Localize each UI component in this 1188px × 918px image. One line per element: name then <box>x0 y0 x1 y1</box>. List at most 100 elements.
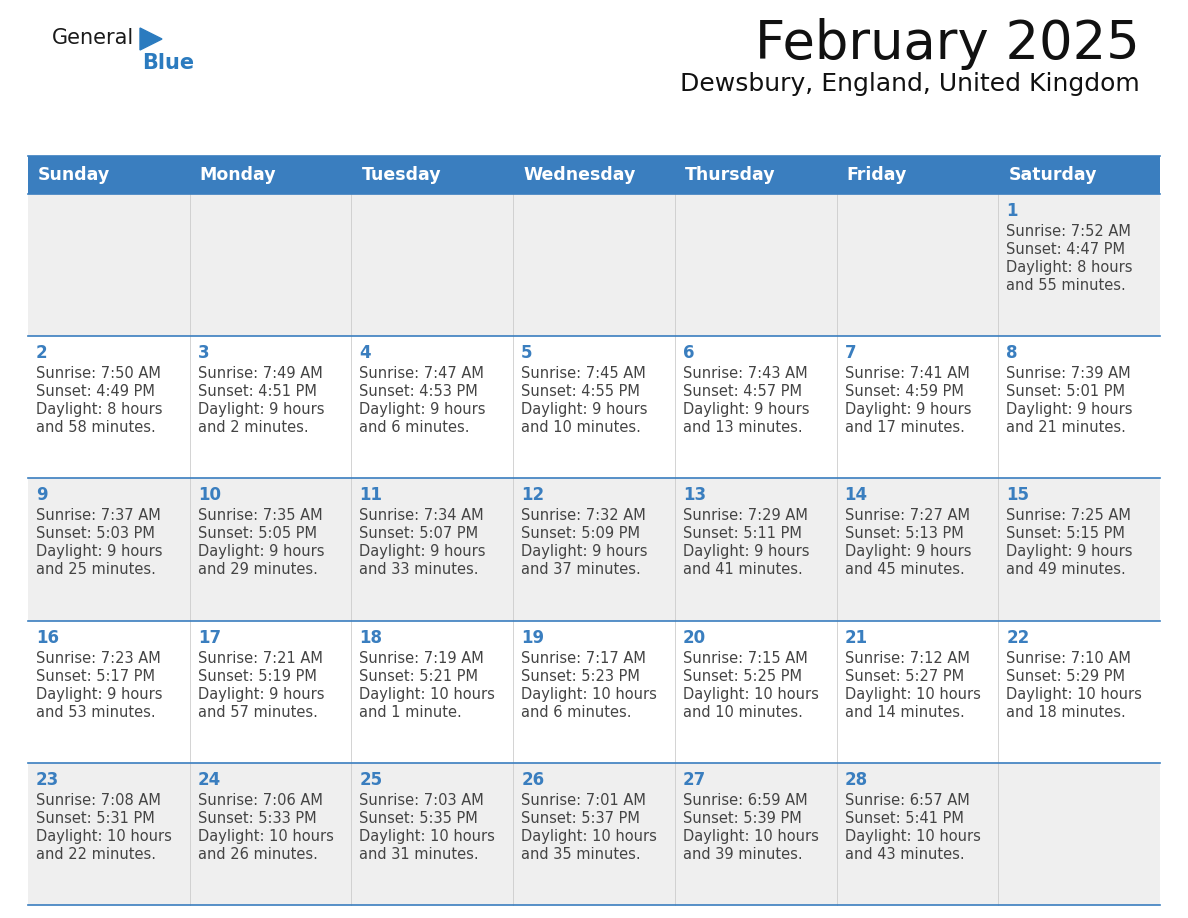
Text: 23: 23 <box>36 771 59 789</box>
Text: 19: 19 <box>522 629 544 646</box>
Text: Sunrise: 7:35 AM: Sunrise: 7:35 AM <box>197 509 322 523</box>
Text: and 6 minutes.: and 6 minutes. <box>522 705 632 720</box>
Text: Sunrise: 7:21 AM: Sunrise: 7:21 AM <box>197 651 323 666</box>
Text: February 2025: February 2025 <box>756 18 1140 70</box>
Text: Daylight: 9 hours: Daylight: 9 hours <box>360 544 486 559</box>
Text: Daylight: 9 hours: Daylight: 9 hours <box>36 687 163 701</box>
Text: Daylight: 10 hours: Daylight: 10 hours <box>360 687 495 701</box>
Text: Sunrise: 7:06 AM: Sunrise: 7:06 AM <box>197 793 323 808</box>
Text: and 18 minutes.: and 18 minutes. <box>1006 705 1126 720</box>
Text: Daylight: 9 hours: Daylight: 9 hours <box>522 402 647 417</box>
Text: Sunset: 5:05 PM: Sunset: 5:05 PM <box>197 526 317 542</box>
Text: 24: 24 <box>197 771 221 789</box>
Text: Sunrise: 7:10 AM: Sunrise: 7:10 AM <box>1006 651 1131 666</box>
Text: Sunset: 5:29 PM: Sunset: 5:29 PM <box>1006 668 1125 684</box>
Text: 16: 16 <box>36 629 59 646</box>
Text: Sunset: 5:23 PM: Sunset: 5:23 PM <box>522 668 640 684</box>
Text: Sunrise: 7:03 AM: Sunrise: 7:03 AM <box>360 793 485 808</box>
Text: Daylight: 10 hours: Daylight: 10 hours <box>522 687 657 701</box>
Text: Daylight: 10 hours: Daylight: 10 hours <box>683 829 819 844</box>
Text: and 41 minutes.: and 41 minutes. <box>683 563 803 577</box>
Text: Daylight: 9 hours: Daylight: 9 hours <box>845 544 971 559</box>
Text: and 17 minutes.: and 17 minutes. <box>845 420 965 435</box>
Text: Daylight: 9 hours: Daylight: 9 hours <box>683 544 809 559</box>
Text: Sunrise: 7:43 AM: Sunrise: 7:43 AM <box>683 366 808 381</box>
Text: and 53 minutes.: and 53 minutes. <box>36 705 156 720</box>
Text: Sunrise: 7:12 AM: Sunrise: 7:12 AM <box>845 651 969 666</box>
Text: Sunrise: 7:52 AM: Sunrise: 7:52 AM <box>1006 224 1131 239</box>
Text: Monday: Monday <box>200 166 277 184</box>
Text: and 1 minute.: and 1 minute. <box>360 705 462 720</box>
Text: and 43 minutes.: and 43 minutes. <box>845 846 965 862</box>
Text: Sunrise: 7:45 AM: Sunrise: 7:45 AM <box>522 366 646 381</box>
Text: 3: 3 <box>197 344 209 363</box>
Text: Sunset: 5:41 PM: Sunset: 5:41 PM <box>845 811 963 826</box>
Text: Daylight: 9 hours: Daylight: 9 hours <box>522 544 647 559</box>
Text: Sunrise: 7:34 AM: Sunrise: 7:34 AM <box>360 509 484 523</box>
Text: and 10 minutes.: and 10 minutes. <box>522 420 642 435</box>
Text: Saturday: Saturday <box>1009 166 1097 184</box>
Text: and 22 minutes.: and 22 minutes. <box>36 846 156 862</box>
Text: and 35 minutes.: and 35 minutes. <box>522 846 640 862</box>
Text: Daylight: 9 hours: Daylight: 9 hours <box>197 402 324 417</box>
Text: 7: 7 <box>845 344 857 363</box>
Text: Daylight: 9 hours: Daylight: 9 hours <box>36 544 163 559</box>
Text: 11: 11 <box>360 487 383 504</box>
Text: and 29 minutes.: and 29 minutes. <box>197 563 317 577</box>
Text: Sunset: 5:27 PM: Sunset: 5:27 PM <box>845 668 963 684</box>
Text: 26: 26 <box>522 771 544 789</box>
Text: and 14 minutes.: and 14 minutes. <box>845 705 965 720</box>
Text: Sunset: 5:03 PM: Sunset: 5:03 PM <box>36 526 154 542</box>
Text: Sunrise: 7:19 AM: Sunrise: 7:19 AM <box>360 651 485 666</box>
Text: and 37 minutes.: and 37 minutes. <box>522 563 640 577</box>
Text: Daylight: 8 hours: Daylight: 8 hours <box>36 402 163 417</box>
Text: Sunrise: 7:39 AM: Sunrise: 7:39 AM <box>1006 366 1131 381</box>
Text: Daylight: 9 hours: Daylight: 9 hours <box>1006 402 1133 417</box>
Text: Sunset: 5:07 PM: Sunset: 5:07 PM <box>360 526 479 542</box>
Text: Daylight: 9 hours: Daylight: 9 hours <box>197 687 324 701</box>
Text: Daylight: 10 hours: Daylight: 10 hours <box>197 829 334 844</box>
Text: Sunset: 5:25 PM: Sunset: 5:25 PM <box>683 668 802 684</box>
Text: Sunrise: 7:41 AM: Sunrise: 7:41 AM <box>845 366 969 381</box>
Text: Friday: Friday <box>847 166 906 184</box>
Text: Daylight: 9 hours: Daylight: 9 hours <box>845 402 971 417</box>
Text: Sunset: 5:13 PM: Sunset: 5:13 PM <box>845 526 963 542</box>
Text: Sunset: 5:39 PM: Sunset: 5:39 PM <box>683 811 802 826</box>
Text: 13: 13 <box>683 487 706 504</box>
Text: and 33 minutes.: and 33 minutes. <box>360 563 479 577</box>
Text: and 58 minutes.: and 58 minutes. <box>36 420 156 435</box>
Text: 15: 15 <box>1006 487 1029 504</box>
Text: Sunrise: 7:49 AM: Sunrise: 7:49 AM <box>197 366 322 381</box>
Text: Sunrise: 7:25 AM: Sunrise: 7:25 AM <box>1006 509 1131 523</box>
Text: Daylight: 10 hours: Daylight: 10 hours <box>683 687 819 701</box>
Text: and 6 minutes.: and 6 minutes. <box>360 420 470 435</box>
Text: Sunset: 5:17 PM: Sunset: 5:17 PM <box>36 668 154 684</box>
Text: Wednesday: Wednesday <box>523 166 636 184</box>
Text: Daylight: 9 hours: Daylight: 9 hours <box>683 402 809 417</box>
Text: Sunset: 4:57 PM: Sunset: 4:57 PM <box>683 385 802 399</box>
Text: 25: 25 <box>360 771 383 789</box>
Text: Daylight: 8 hours: Daylight: 8 hours <box>1006 260 1133 275</box>
Text: Sunrise: 6:57 AM: Sunrise: 6:57 AM <box>845 793 969 808</box>
Text: Sunrise: 7:37 AM: Sunrise: 7:37 AM <box>36 509 160 523</box>
Text: Daylight: 9 hours: Daylight: 9 hours <box>1006 544 1133 559</box>
Text: and 49 minutes.: and 49 minutes. <box>1006 563 1126 577</box>
Text: Blue: Blue <box>143 53 194 73</box>
Bar <box>29 336 1159 478</box>
Text: General: General <box>52 28 134 48</box>
Text: and 2 minutes.: and 2 minutes. <box>197 420 309 435</box>
Text: 21: 21 <box>845 629 867 646</box>
Text: Sunrise: 7:23 AM: Sunrise: 7:23 AM <box>36 651 160 666</box>
Text: Sunrise: 7:32 AM: Sunrise: 7:32 AM <box>522 509 646 523</box>
Text: 5: 5 <box>522 344 532 363</box>
Text: Sunset: 5:21 PM: Sunset: 5:21 PM <box>360 668 479 684</box>
Text: Sunrise: 7:27 AM: Sunrise: 7:27 AM <box>845 509 969 523</box>
Text: Sunrise: 7:17 AM: Sunrise: 7:17 AM <box>522 651 646 666</box>
Text: Daylight: 10 hours: Daylight: 10 hours <box>36 829 172 844</box>
Text: 9: 9 <box>36 487 48 504</box>
Polygon shape <box>140 28 162 50</box>
Text: Sunday: Sunday <box>38 166 110 184</box>
Text: Daylight: 9 hours: Daylight: 9 hours <box>360 402 486 417</box>
Text: Sunset: 4:55 PM: Sunset: 4:55 PM <box>522 385 640 399</box>
Text: Daylight: 10 hours: Daylight: 10 hours <box>360 829 495 844</box>
